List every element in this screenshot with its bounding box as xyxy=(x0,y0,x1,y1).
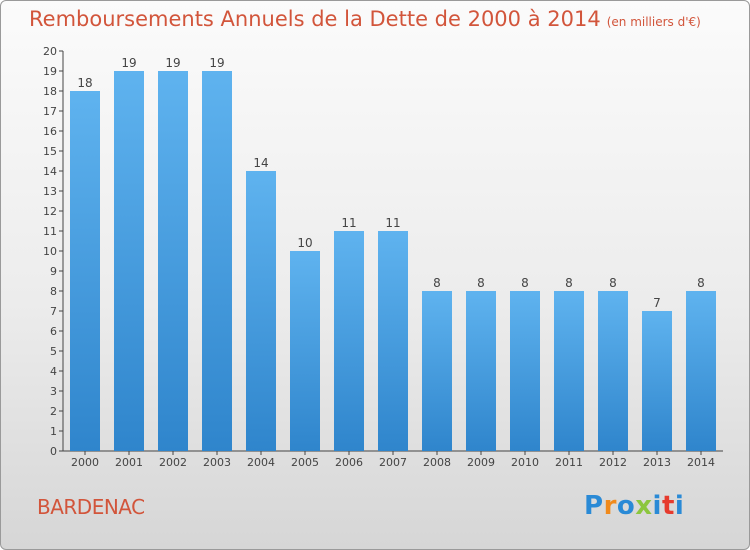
bar xyxy=(642,311,672,451)
y-tick-label: 0 xyxy=(50,445,57,458)
chart-title: Remboursements Annuels de la Dette de 20… xyxy=(29,7,701,31)
x-tick-label: 2000 xyxy=(71,456,99,469)
data-label: 11 xyxy=(385,216,400,230)
x-tick-label: 2011 xyxy=(555,456,583,469)
bar xyxy=(114,71,144,451)
x-tick-label: 2002 xyxy=(159,456,187,469)
y-tick-label: 10 xyxy=(43,245,57,258)
y-tick-label: 19 xyxy=(43,65,57,78)
bar xyxy=(686,291,716,451)
y-tick-label: 6 xyxy=(50,325,57,338)
chart-labels: 2000 18 2001 19 2002 19 2003 19 2004 14 2005 10 2006… xyxy=(71,56,715,469)
bar xyxy=(422,291,452,451)
x-tick-label: 2013 xyxy=(643,456,671,469)
data-label: 14 xyxy=(253,156,268,170)
logo-letter: i xyxy=(674,491,685,521)
data-label: 8 xyxy=(433,276,441,290)
x-tick-label: 2009 xyxy=(467,456,495,469)
y-tick-label: 11 xyxy=(43,225,57,238)
bar xyxy=(334,231,364,451)
data-label: 7 xyxy=(653,296,661,310)
x-tick-label: 2004 xyxy=(247,456,275,469)
logo-letter: t xyxy=(661,491,675,521)
chart-title-text: Remboursements Annuels de la Dette de 20… xyxy=(29,7,601,31)
bar xyxy=(70,91,100,451)
y-tick-label: 2 xyxy=(50,405,57,418)
logo-letter: r xyxy=(603,491,617,521)
logo-letter: i xyxy=(652,491,662,521)
y-tick-label: 4 xyxy=(50,365,57,378)
y-tick-label: 8 xyxy=(50,285,57,298)
bar xyxy=(158,71,188,451)
y-tick-label: 3 xyxy=(50,385,57,398)
place-name: BARDENAC xyxy=(37,495,145,519)
data-label: 8 xyxy=(521,276,529,290)
y-tick-label: 7 xyxy=(50,305,57,318)
data-label: 8 xyxy=(697,276,705,290)
logo-letter: P xyxy=(584,491,604,521)
x-tick-label: 2001 xyxy=(115,456,143,469)
y-tick-label: 20 xyxy=(43,45,57,58)
y-tick-label: 16 xyxy=(43,125,57,138)
chart-subtitle: (en milliers d'€) xyxy=(606,15,701,29)
x-tick-label: 2010 xyxy=(511,456,539,469)
data-label: 8 xyxy=(477,276,485,290)
x-tick-label: 2014 xyxy=(687,456,715,469)
data-label: 11 xyxy=(341,216,356,230)
x-tick-label: 2012 xyxy=(599,456,627,469)
y-tick-label: 13 xyxy=(43,185,57,198)
y-tick-label: 1 xyxy=(50,425,57,438)
y-tick-label: 15 xyxy=(43,145,57,158)
data-label: 8 xyxy=(565,276,573,290)
bar xyxy=(510,291,540,451)
logo-letter: o xyxy=(616,491,636,521)
bar xyxy=(466,291,496,451)
y-tick-label: 9 xyxy=(50,265,57,278)
data-label: 19 xyxy=(165,56,180,70)
y-tick-label: 12 xyxy=(43,205,57,218)
x-tick-label: 2003 xyxy=(203,456,231,469)
y-tick-label: 5 xyxy=(50,345,57,358)
chart-bars xyxy=(70,71,716,451)
proxiti-logo[interactable]: Proxiti xyxy=(584,491,684,521)
logo-letter: x xyxy=(635,491,653,521)
bar xyxy=(246,171,276,451)
bar xyxy=(378,231,408,451)
y-tick-label: 17 xyxy=(43,105,57,118)
y-tick-label: 14 xyxy=(43,165,57,178)
data-label: 19 xyxy=(121,56,136,70)
x-tick-label: 2007 xyxy=(379,456,407,469)
data-label: 8 xyxy=(609,276,617,290)
x-tick-label: 2005 xyxy=(291,456,319,469)
y-tick-label: 18 xyxy=(43,85,57,98)
bar xyxy=(202,71,232,451)
data-label: 19 xyxy=(209,56,224,70)
x-tick-label: 2006 xyxy=(335,456,363,469)
bar xyxy=(290,251,320,451)
bar xyxy=(598,291,628,451)
data-label: 18 xyxy=(77,76,92,90)
bar xyxy=(554,291,584,451)
x-tick-label: 2008 xyxy=(423,456,451,469)
data-label: 10 xyxy=(297,236,312,250)
